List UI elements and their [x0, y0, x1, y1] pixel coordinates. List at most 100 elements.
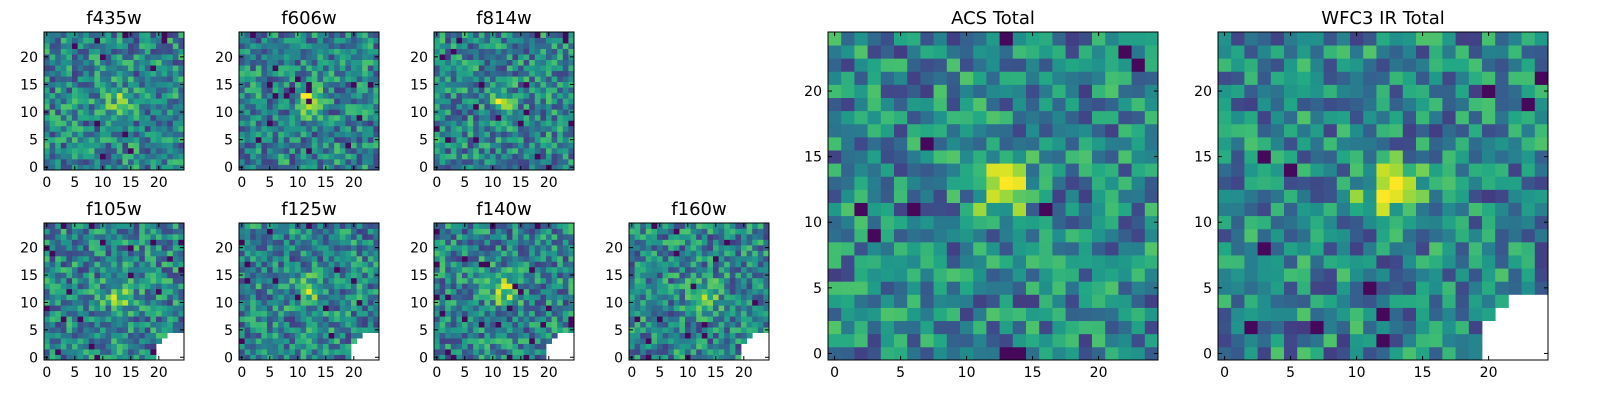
- heatmap-cell: [167, 153, 174, 160]
- heatmap-cell: [651, 343, 658, 350]
- heatmap-cell: [523, 332, 530, 339]
- heatmap-cell: [746, 255, 753, 262]
- heatmap-cell: [473, 158, 480, 165]
- heatmap-cell: [94, 98, 101, 105]
- heatmap-cell: [345, 294, 352, 301]
- heatmap-cell: [456, 37, 463, 44]
- heatmap-cell: [66, 327, 73, 333]
- heatmap-cell: [523, 354, 530, 361]
- heatmap-cell: [724, 299, 731, 306]
- heatmap-cell: [156, 299, 162, 306]
- heatmap-cell: [295, 321, 301, 328]
- heatmap-cell: [880, 202, 895, 217]
- heatmap-cell: [696, 239, 703, 246]
- heatmap-cell: [518, 98, 524, 105]
- heatmap-cell: [973, 268, 987, 282]
- heatmap-cell: [540, 153, 547, 160]
- heatmap-cell: [239, 305, 245, 312]
- x-tick-label: 15: [512, 175, 530, 191]
- heatmap-cell: [133, 250, 140, 257]
- heatmap-cell: [1039, 150, 1053, 164]
- heatmap-cell: [701, 266, 708, 273]
- heatmap-cell: [557, 70, 564, 77]
- heatmap-cell: [72, 327, 78, 333]
- heatmap-cell: [295, 103, 301, 110]
- heatmap-cell: [729, 288, 736, 295]
- heatmap-cell: [255, 164, 262, 171]
- heatmap-cell: [150, 277, 157, 284]
- heatmap-cell: [66, 103, 73, 110]
- heatmap-cell: [467, 136, 474, 143]
- heatmap-cell: [651, 266, 658, 273]
- heatmap-cell: [272, 223, 279, 229]
- heatmap-cell: [757, 250, 764, 257]
- heatmap-cell: [111, 310, 118, 317]
- heatmap-cell: [467, 103, 474, 110]
- heatmap-cell: [161, 266, 168, 273]
- heatmap-cell: [44, 87, 50, 94]
- heatmap-cell: [133, 305, 140, 312]
- heatmap-cell: [1131, 123, 1146, 138]
- heatmap-cell: [278, 109, 285, 116]
- heatmap-cell: [450, 332, 457, 339]
- heatmap-cell: [1078, 333, 1093, 348]
- heatmap-cell: [60, 125, 67, 132]
- heatmap-cell: [373, 70, 380, 77]
- heatmap-cell: [105, 250, 112, 257]
- heatmap-cell: [1026, 268, 1040, 282]
- heatmap-cell: [267, 54, 273, 60]
- heatmap-cell: [178, 120, 185, 127]
- heatmap-cell: [156, 244, 162, 251]
- heatmap-cell: [907, 163, 921, 177]
- heatmap-cell: [685, 294, 691, 301]
- y-tick-label: 20: [20, 241, 38, 257]
- heatmap-cell: [434, 158, 440, 165]
- heatmap-cell: [920, 241, 934, 256]
- heatmap-cell: [60, 272, 67, 279]
- heatmap-cell: [540, 354, 547, 361]
- heatmap-cell: [546, 294, 552, 301]
- heatmap-cell: [707, 266, 714, 273]
- heatmap-cell: [512, 310, 519, 317]
- heatmap-cell: [1012, 123, 1027, 138]
- y-tick-label: 20: [215, 50, 233, 66]
- heatmap-cell: [651, 283, 658, 290]
- heatmap-cell: [495, 228, 502, 235]
- heatmap-cell: [283, 32, 290, 38]
- heatmap-cell: [512, 343, 519, 350]
- heatmap-cell: [512, 228, 519, 235]
- heatmap-cell: [66, 131, 73, 138]
- heatmap-cell: [133, 142, 140, 149]
- heatmap-cell: [828, 294, 842, 308]
- heatmap-cell: [540, 76, 547, 83]
- heatmap-cell: [529, 131, 536, 138]
- heatmap-cell: [267, 147, 273, 154]
- heatmap-cell: [328, 244, 335, 251]
- heatmap-cell: [729, 272, 736, 279]
- heatmap-cell: [668, 349, 675, 355]
- heatmap-cell: [178, 294, 185, 301]
- heatmap-cell: [278, 327, 285, 333]
- heatmap-cell: [339, 250, 346, 257]
- heatmap-cell: [66, 228, 73, 235]
- y-tick-label: 0: [614, 350, 623, 366]
- heatmap-cell: [490, 153, 496, 160]
- heatmap-cell: [946, 346, 961, 361]
- heatmap-cell: [105, 70, 112, 77]
- heatmap-cell: [139, 272, 146, 279]
- heatmap-cell: [362, 70, 369, 77]
- heatmap-cell: [351, 239, 357, 246]
- x-tick-label: 0: [237, 365, 246, 381]
- heatmap-cell: [261, 305, 268, 312]
- heatmap-cell: [540, 43, 547, 49]
- heatmap-cell: [373, 65, 380, 72]
- heatmap-cell: [367, 294, 374, 301]
- heatmap-cell: [72, 288, 78, 295]
- heatmap-cell: [255, 131, 262, 138]
- heatmap-cell: [724, 316, 731, 323]
- heatmap-cell: [518, 147, 524, 154]
- heatmap-cell: [907, 268, 921, 282]
- heatmap-cell: [250, 305, 257, 312]
- heatmap-cell: [439, 109, 446, 116]
- heatmap-cell: [367, 59, 374, 66]
